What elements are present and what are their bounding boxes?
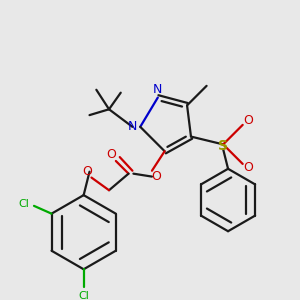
Text: O: O xyxy=(151,170,161,183)
Text: O: O xyxy=(82,165,92,178)
Text: Cl: Cl xyxy=(78,291,89,300)
Text: N: N xyxy=(153,83,163,96)
Text: N: N xyxy=(128,120,137,133)
Text: S: S xyxy=(218,139,228,153)
Text: O: O xyxy=(244,115,254,128)
Text: O: O xyxy=(244,161,254,174)
Text: Cl: Cl xyxy=(19,199,30,209)
Text: O: O xyxy=(106,148,116,161)
